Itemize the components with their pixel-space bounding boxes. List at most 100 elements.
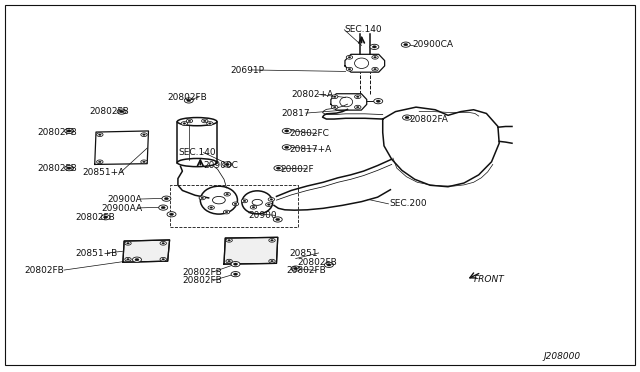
Circle shape [333, 96, 336, 97]
Circle shape [161, 206, 165, 209]
Circle shape [370, 44, 379, 49]
Circle shape [99, 161, 101, 163]
Circle shape [276, 218, 280, 221]
Text: J208000: J208000 [543, 352, 580, 361]
Circle shape [143, 161, 145, 163]
Text: SEC.140: SEC.140 [344, 25, 382, 34]
Circle shape [374, 57, 376, 58]
Circle shape [348, 57, 351, 58]
Circle shape [404, 44, 408, 46]
Circle shape [67, 167, 71, 169]
Text: 20802FB: 20802FB [287, 266, 326, 275]
Text: 20802+A: 20802+A [291, 90, 333, 99]
Circle shape [276, 167, 280, 169]
Circle shape [270, 199, 273, 200]
Text: 20802FB: 20802FB [182, 268, 222, 277]
Circle shape [269, 238, 275, 242]
Text: 20802FB: 20802FB [37, 128, 77, 137]
Circle shape [374, 99, 383, 104]
Text: 20802FC: 20802FC [289, 129, 329, 138]
Circle shape [188, 120, 191, 122]
Circle shape [159, 205, 168, 210]
Circle shape [234, 273, 237, 275]
Circle shape [271, 240, 273, 241]
Circle shape [282, 145, 291, 150]
Text: 20802F: 20802F [280, 165, 314, 174]
Circle shape [125, 257, 131, 261]
Circle shape [291, 266, 300, 271]
Text: SEC.200: SEC.200 [389, 199, 427, 208]
Circle shape [372, 67, 378, 71]
Circle shape [99, 134, 101, 135]
Circle shape [226, 259, 232, 263]
Circle shape [127, 259, 129, 260]
Circle shape [346, 67, 353, 71]
Circle shape [226, 238, 232, 242]
Circle shape [282, 128, 291, 134]
Text: 20900CA: 20900CA [413, 40, 454, 49]
Circle shape [167, 212, 176, 217]
Text: 20817: 20817 [282, 109, 310, 118]
Circle shape [376, 100, 380, 102]
Text: 20851+A: 20851+A [82, 169, 124, 177]
Circle shape [374, 68, 376, 70]
Circle shape [204, 120, 206, 122]
Text: 20802FB: 20802FB [168, 93, 207, 102]
Circle shape [228, 240, 230, 241]
Circle shape [266, 203, 272, 206]
Text: 20802FB: 20802FB [76, 213, 115, 222]
Circle shape [162, 196, 171, 201]
Circle shape [252, 206, 255, 208]
Circle shape [162, 243, 164, 244]
Circle shape [228, 260, 230, 262]
Circle shape [170, 213, 173, 215]
Circle shape [65, 128, 74, 134]
Circle shape [143, 134, 145, 135]
Circle shape [250, 205, 257, 209]
Circle shape [285, 146, 289, 148]
Circle shape [97, 160, 103, 164]
Circle shape [356, 96, 359, 97]
Circle shape [243, 200, 246, 202]
Text: 20691P: 20691P [230, 66, 264, 75]
Text: 20900A: 20900A [108, 195, 142, 204]
Circle shape [224, 192, 230, 196]
Circle shape [241, 199, 248, 203]
Circle shape [162, 259, 164, 260]
Circle shape [120, 110, 124, 113]
Circle shape [201, 197, 204, 199]
Circle shape [184, 98, 193, 103]
Text: 20817+A: 20817+A [289, 145, 332, 154]
Circle shape [65, 166, 74, 171]
Text: 20851+B: 20851+B [76, 249, 118, 258]
Circle shape [274, 166, 283, 171]
Circle shape [208, 206, 214, 209]
Circle shape [324, 262, 333, 267]
Circle shape [141, 160, 147, 164]
Circle shape [401, 42, 410, 47]
Circle shape [141, 133, 147, 137]
Circle shape [332, 95, 338, 99]
Circle shape [356, 106, 359, 108]
Circle shape [160, 241, 166, 245]
Circle shape [372, 46, 376, 48]
Circle shape [125, 241, 131, 245]
Text: FRONT: FRONT [474, 275, 504, 284]
Text: 20900C: 20900C [204, 161, 238, 170]
Circle shape [269, 259, 275, 263]
Circle shape [231, 262, 240, 267]
Circle shape [104, 216, 108, 218]
Circle shape [231, 272, 240, 277]
Circle shape [181, 122, 188, 125]
Circle shape [67, 130, 71, 132]
Circle shape [355, 105, 361, 109]
Circle shape [186, 119, 193, 123]
Circle shape [101, 215, 110, 220]
Text: 20802FB: 20802FB [37, 164, 77, 173]
Circle shape [285, 130, 289, 132]
Circle shape [202, 119, 208, 123]
Circle shape [183, 123, 186, 124]
Text: 20900: 20900 [248, 211, 277, 220]
Circle shape [355, 95, 361, 99]
Polygon shape [123, 240, 170, 262]
